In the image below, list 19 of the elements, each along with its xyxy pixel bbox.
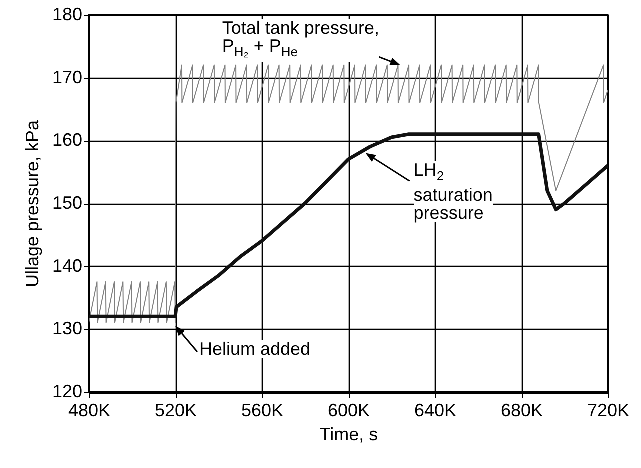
annotation: LH$_{2}$ saturation pressure bbox=[414, 160, 493, 223]
x-tick-label: 720K bbox=[587, 400, 630, 420]
y-tick-label: 170 bbox=[52, 67, 82, 88]
y-tick-label: 160 bbox=[52, 130, 82, 150]
x-axis-title: Time, s bbox=[320, 424, 378, 444]
y-tick-label: 150 bbox=[52, 193, 82, 213]
x-tick-label: 600K bbox=[328, 400, 370, 420]
y-axis-title: Ullage pressure, kPa bbox=[22, 119, 42, 288]
y-tick-label: 180 bbox=[52, 4, 82, 24]
x-tick-label: 520K bbox=[154, 400, 198, 420]
y-tick-label: 140 bbox=[52, 256, 82, 276]
x-tick-label: 680K bbox=[500, 400, 544, 420]
x-tick-label: 560K bbox=[241, 400, 284, 420]
annotation: Total tank pressure, P$_{H₂}$ + P$_{He}$ bbox=[222, 18, 380, 62]
y-tick-label: 130 bbox=[52, 318, 82, 339]
annotation: Helium added bbox=[200, 339, 311, 360]
x-tick-label: 640K bbox=[414, 400, 457, 420]
y-tick-label: 120 bbox=[52, 382, 82, 402]
x-tick-label: 480K bbox=[68, 400, 111, 420]
